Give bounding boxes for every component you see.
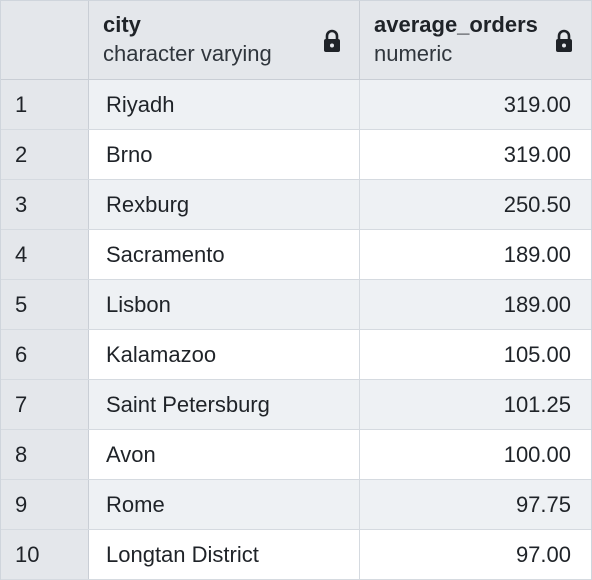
average-orders-cell[interactable]: 97.75 xyxy=(360,480,591,529)
row-number: 2 xyxy=(1,130,89,179)
average-orders-cell[interactable]: 189.00 xyxy=(360,280,591,329)
average-orders-cell[interactable]: 100.00 xyxy=(360,430,591,479)
city-cell[interactable]: Avon xyxy=(89,430,360,479)
table-row[interactable]: 10 Longtan District 97.00 xyxy=(1,530,591,580)
row-number: 9 xyxy=(1,480,89,529)
city-cell[interactable]: Rexburg xyxy=(89,180,360,229)
city-cell[interactable]: Sacramento xyxy=(89,230,360,279)
column-name: city xyxy=(103,12,141,37)
table-row[interactable]: 8 Avon 100.00 xyxy=(1,430,591,480)
table-row[interactable]: 6 Kalamazoo 105.00 xyxy=(1,330,591,380)
row-number-header xyxy=(1,1,89,79)
row-number: 7 xyxy=(1,380,89,429)
row-number: 8 xyxy=(1,430,89,479)
average-orders-cell[interactable]: 319.00 xyxy=(360,80,591,129)
column-header-average-orders[interactable]: average_orders numeric xyxy=(360,1,591,79)
lock-icon xyxy=(324,29,340,52)
average-orders-cell[interactable]: 319.00 xyxy=(360,130,591,179)
column-header-city[interactable]: city character varying xyxy=(89,1,360,79)
lock-icon xyxy=(556,29,572,52)
city-cell[interactable]: Rome xyxy=(89,480,360,529)
row-number: 5 xyxy=(1,280,89,329)
row-number: 6 xyxy=(1,330,89,379)
row-number: 1 xyxy=(1,80,89,129)
table-row[interactable]: 5 Lisbon 189.00 xyxy=(1,280,591,330)
row-number: 3 xyxy=(1,180,89,229)
column-name: average_orders xyxy=(374,12,538,37)
average-orders-cell[interactable]: 101.25 xyxy=(360,380,591,429)
table-row[interactable]: 3 Rexburg 250.50 xyxy=(1,180,591,230)
table-row[interactable]: 2 Brno 319.00 xyxy=(1,130,591,180)
city-cell[interactable]: Kalamazoo xyxy=(89,330,360,379)
city-cell[interactable]: Riyadh xyxy=(89,80,360,129)
row-number: 10 xyxy=(1,530,89,579)
table-row[interactable]: 7 Saint Petersburg 101.25 xyxy=(1,380,591,430)
row-number: 4 xyxy=(1,230,89,279)
average-orders-cell[interactable]: 105.00 xyxy=(360,330,591,379)
city-cell[interactable]: Brno xyxy=(89,130,360,179)
city-cell[interactable]: Saint Petersburg xyxy=(89,380,360,429)
average-orders-cell[interactable]: 189.00 xyxy=(360,230,591,279)
table-row[interactable]: 4 Sacramento 189.00 xyxy=(1,230,591,280)
average-orders-cell[interactable]: 250.50 xyxy=(360,180,591,229)
column-type: numeric xyxy=(374,41,453,66)
average-orders-cell[interactable]: 97.00 xyxy=(360,530,591,579)
table-row[interactable]: 9 Rome 97.75 xyxy=(1,480,591,530)
column-type: character varying xyxy=(103,41,272,66)
city-cell[interactable]: Longtan District xyxy=(89,530,360,579)
city-cell[interactable]: Lisbon xyxy=(89,280,360,329)
header-row: city character varying average_orders nu… xyxy=(1,1,591,80)
table-row[interactable]: 1 Riyadh 319.00 xyxy=(1,80,591,130)
